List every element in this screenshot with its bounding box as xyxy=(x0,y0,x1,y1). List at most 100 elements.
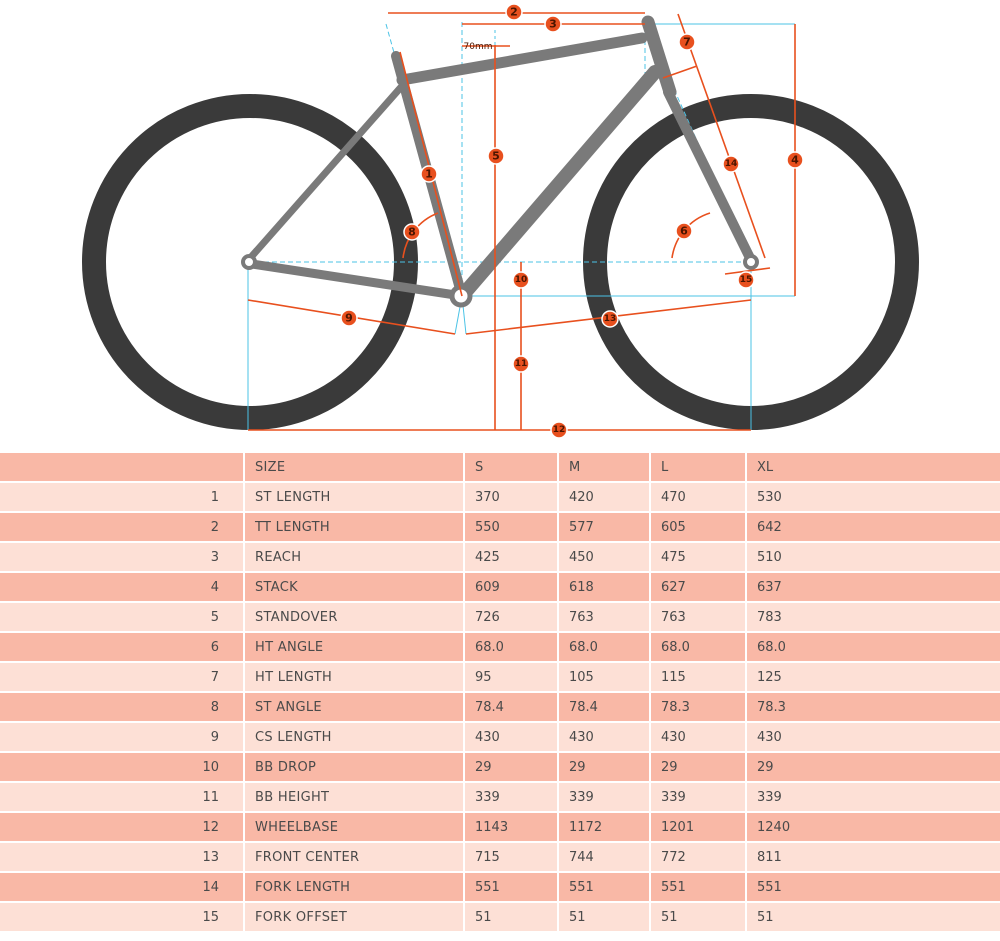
row-number: 15 xyxy=(0,903,243,933)
row-label: BB HEIGHT xyxy=(243,783,463,813)
row-label: HT LENGTH xyxy=(243,663,463,693)
marker-3-label: 3 xyxy=(549,18,557,31)
row-number: 14 xyxy=(0,873,243,903)
value-xl: 642 xyxy=(745,513,1000,543)
marker-13-label: 13 xyxy=(604,314,617,324)
marker-2-badge xyxy=(505,3,523,21)
value-s: 609 xyxy=(463,573,557,603)
header-size: SIZE xyxy=(243,453,463,483)
table-row: 3 REACH 425 450 475 510 xyxy=(0,543,1000,573)
marker-1-badge xyxy=(420,165,438,183)
marker-2-label: 2 xyxy=(510,6,518,19)
marker-4-badge xyxy=(786,151,804,169)
row-label: STANDOVER xyxy=(243,603,463,633)
row-number: 6 xyxy=(0,633,243,663)
value-l: 29 xyxy=(649,753,745,783)
marker-7-label: 7 xyxy=(683,36,691,49)
value-s: 715 xyxy=(463,843,557,873)
value-s: 29 xyxy=(463,753,557,783)
value-l: 115 xyxy=(649,663,745,693)
marker-14-label: 14 xyxy=(725,159,738,169)
value-l: 772 xyxy=(649,843,745,873)
row-label: ST LENGTH xyxy=(243,483,463,513)
value-m: 105 xyxy=(557,663,649,693)
value-l: 51 xyxy=(649,903,745,933)
row-label: ST ANGLE xyxy=(243,693,463,723)
row-label: CS LENGTH xyxy=(243,723,463,753)
value-s: 78.4 xyxy=(463,693,557,723)
value-xl: 51 xyxy=(745,903,1000,933)
row-number: 5 xyxy=(0,603,243,633)
row-label: FORK LENGTH xyxy=(243,873,463,903)
geometry-table: SIZE S M L XL 1 ST LENGTH 370 420 470 53… xyxy=(0,453,1000,933)
value-s: 726 xyxy=(463,603,557,633)
value-m: 339 xyxy=(557,783,649,813)
header-size-l: L xyxy=(649,453,745,483)
value-xl: 551 xyxy=(745,873,1000,903)
value-xl: 125 xyxy=(745,663,1000,693)
marker-5-label: 5 xyxy=(492,150,500,163)
value-xl: 68.0 xyxy=(745,633,1000,663)
table-row: 6 HT ANGLE 68.0 68.0 68.0 68.0 xyxy=(0,633,1000,663)
row-label: WHEELBASE xyxy=(243,813,463,843)
row-number: 7 xyxy=(0,663,243,693)
marker-12-label: 12 xyxy=(553,425,566,435)
row-label: TT LENGTH xyxy=(243,513,463,543)
header-size-xl: XL xyxy=(745,453,1000,483)
value-s: 425 xyxy=(463,543,557,573)
row-number: 11 xyxy=(0,783,243,813)
table-row: 10 BB DROP 29 29 29 29 xyxy=(0,753,1000,783)
marker-3-badge xyxy=(544,15,562,33)
value-s: 551 xyxy=(463,873,557,903)
value-m: 78.4 xyxy=(557,693,649,723)
value-xl: 811 xyxy=(745,843,1000,873)
value-xl: 510 xyxy=(745,543,1000,573)
value-l: 68.0 xyxy=(649,633,745,663)
marker-9-badge xyxy=(340,309,358,327)
row-number: 3 xyxy=(0,543,243,573)
dimension-markers xyxy=(340,3,804,439)
marker-11-badge xyxy=(512,355,530,373)
header-num xyxy=(0,453,243,483)
marker-13-badge xyxy=(601,310,619,328)
table-row: 15 FORK OFFSET 51 51 51 51 xyxy=(0,903,1000,933)
value-s: 51 xyxy=(463,903,557,933)
row-number: 4 xyxy=(0,573,243,603)
value-xl: 78.3 xyxy=(745,693,1000,723)
rear-wheel xyxy=(82,94,418,430)
marker-10-badge xyxy=(512,271,530,289)
value-s: 68.0 xyxy=(463,633,557,663)
marker-11-label: 11 xyxy=(515,359,528,369)
row-number: 8 xyxy=(0,693,243,723)
marker-15-badge xyxy=(737,271,755,289)
marker-7-badge xyxy=(678,33,696,51)
row-number: 12 xyxy=(0,813,243,843)
value-s: 339 xyxy=(463,783,557,813)
rear-dropout xyxy=(241,254,257,270)
row-label: STACK xyxy=(243,573,463,603)
table-row: 11 BB HEIGHT 339 339 339 339 xyxy=(0,783,1000,813)
marker-10-label: 10 xyxy=(515,275,528,285)
marker-14-badge xyxy=(722,155,740,173)
value-m: 551 xyxy=(557,873,649,903)
row-label: HT ANGLE xyxy=(243,633,463,663)
value-xl: 1240 xyxy=(745,813,1000,843)
value-s: 430 xyxy=(463,723,557,753)
table-row: 7 HT LENGTH 95 105 115 125 xyxy=(0,663,1000,693)
value-l: 430 xyxy=(649,723,745,753)
row-number: 1 xyxy=(0,483,243,513)
value-xl: 637 xyxy=(745,573,1000,603)
table-row: 1 ST LENGTH 370 420 470 530 xyxy=(0,483,1000,513)
marker-9-label: 9 xyxy=(345,312,353,325)
value-m: 744 xyxy=(557,843,649,873)
marker-15-label: 15 xyxy=(740,275,753,285)
marker-6-badge xyxy=(675,222,693,240)
value-l: 605 xyxy=(649,513,745,543)
value-xl: 339 xyxy=(745,783,1000,813)
row-number: 9 xyxy=(0,723,243,753)
marker-8-label: 8 xyxy=(408,226,416,239)
table-row: 9 CS LENGTH 430 430 430 430 xyxy=(0,723,1000,753)
table-row: 8 ST ANGLE 78.4 78.4 78.3 78.3 xyxy=(0,693,1000,723)
value-s: 550 xyxy=(463,513,557,543)
value-l: 470 xyxy=(649,483,745,513)
